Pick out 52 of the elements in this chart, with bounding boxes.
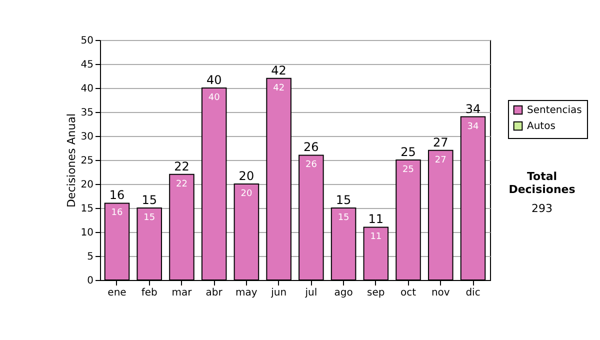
total-label: 40 xyxy=(206,73,222,87)
y-tick-label: 40 xyxy=(80,84,94,94)
legend-label: Autos xyxy=(527,121,556,132)
y-tick-label: 5 xyxy=(87,252,94,262)
x-tick-label: may xyxy=(236,288,258,298)
data-label: 34 xyxy=(467,122,480,132)
total-label: 25 xyxy=(400,145,416,159)
data-label: 27 xyxy=(434,155,446,166)
legend-label: Sentencias xyxy=(527,105,582,116)
data-label: 40 xyxy=(208,93,220,103)
total-label: 15 xyxy=(336,193,352,207)
total-label: 11 xyxy=(368,212,384,226)
total-label: 26 xyxy=(304,140,319,154)
y-tick-label: 25 xyxy=(80,156,94,166)
x-tick-label: mar xyxy=(172,288,193,298)
data-label: 22 xyxy=(176,179,188,190)
total-label: 34 xyxy=(465,102,481,116)
x-tick-label: oct xyxy=(400,288,416,298)
data-label: 15 xyxy=(338,213,350,223)
total-label: 16 xyxy=(109,188,125,202)
x-tick-label: jun xyxy=(270,288,287,298)
data-label: 15 xyxy=(144,213,156,223)
total-label: 20 xyxy=(238,169,254,183)
x-tick-label: abr xyxy=(206,288,224,298)
y-tick-label: 15 xyxy=(80,204,94,214)
total-label: 15 xyxy=(142,193,157,207)
data-label: 25 xyxy=(402,165,414,175)
x-tick-label: sep xyxy=(367,288,385,298)
y-tick-label: 30 xyxy=(80,132,94,142)
x-tick-label: feb xyxy=(141,288,158,298)
data-label: 16 xyxy=(111,208,123,218)
data-label: 42 xyxy=(273,83,285,94)
text: Total Decisiones xyxy=(508,170,576,196)
x-tick-label: ene xyxy=(108,288,126,298)
y-tick-label: 20 xyxy=(80,180,94,190)
data-label: 26 xyxy=(305,160,318,170)
x-tick-label: dic xyxy=(466,288,480,298)
y-tick-label: 0 xyxy=(87,276,94,286)
x-tick-label: jul xyxy=(304,288,318,298)
y-tick-label: 45 xyxy=(80,60,94,70)
y-tick-label: 35 xyxy=(80,108,94,118)
text: 293 xyxy=(530,202,554,215)
x-tick-label: ago xyxy=(334,288,353,298)
data-label: 11 xyxy=(370,232,382,242)
x-tick-label: nov xyxy=(431,288,450,298)
data-label: 20 xyxy=(240,189,252,199)
total-label: 22 xyxy=(174,159,190,174)
y-axis-title: Decisiones Anual xyxy=(64,113,78,208)
total-label: 27 xyxy=(433,135,448,150)
y-tick-label: 50 xyxy=(80,36,94,46)
y-tick-label: 10 xyxy=(80,228,94,238)
total-label: 42 xyxy=(271,63,286,78)
